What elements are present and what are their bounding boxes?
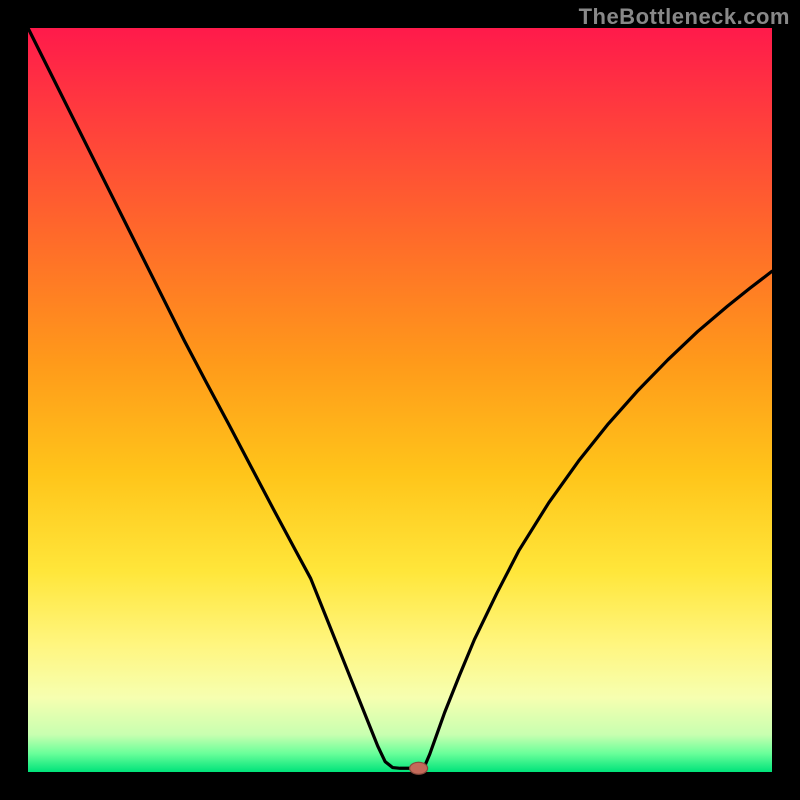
chart-plot-area: [28, 28, 772, 772]
watermark-text: TheBottleneck.com: [579, 4, 790, 30]
optimal-point-marker: [410, 762, 428, 774]
bottleneck-chart: [0, 0, 800, 800]
chart-root: TheBottleneck.com: [0, 0, 800, 800]
